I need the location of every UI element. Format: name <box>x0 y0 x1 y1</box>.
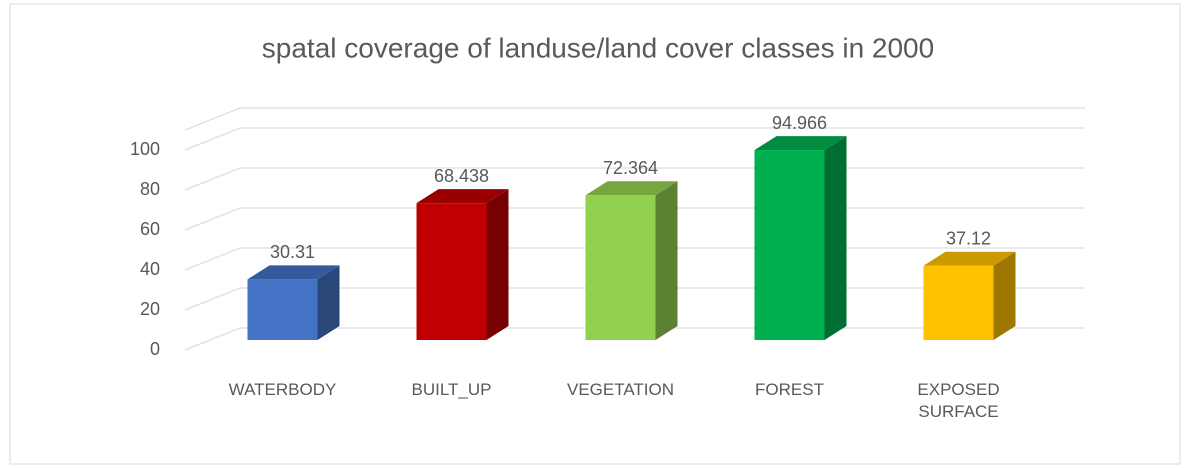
wall-edge <box>184 107 1085 131</box>
x-tick-label: FOREST <box>755 380 824 399</box>
grid-line <box>184 127 1085 151</box>
y-tick-label: 20 <box>140 299 160 319</box>
bar <box>585 195 656 340</box>
value-label: 37.12 <box>946 229 991 249</box>
bar <box>754 150 825 340</box>
grid: 0 20 40 60 80 100 <box>130 107 1085 359</box>
bar-side <box>993 251 1016 340</box>
bar-top <box>247 265 340 280</box>
y-tick-label: 40 <box>140 259 160 279</box>
chart-title: spatal coverage of landuse/land cover cl… <box>262 32 934 63</box>
bar <box>923 265 994 340</box>
y-tick-label: 0 <box>150 339 160 359</box>
value-label: 72.364 <box>603 158 658 178</box>
bars: 30.31 68.438 72.364 94.966 37.12 <box>247 113 1016 340</box>
bar-top <box>585 181 678 196</box>
y-tick-label: 80 <box>140 179 160 199</box>
value-label: 94.966 <box>772 113 827 133</box>
x-tick-label: VEGETATION <box>566 380 675 399</box>
bar-top <box>416 189 509 204</box>
bar-top <box>923 251 1016 266</box>
y-tick-label: 100 <box>130 139 160 159</box>
bar-side <box>317 265 340 340</box>
value-label: 68.438 <box>434 166 489 186</box>
bar <box>416 203 487 340</box>
x-tick-label: EXPOSED SURFACE <box>917 380 1000 421</box>
bar-top <box>754 136 847 151</box>
value-label: 30.31 <box>270 242 315 262</box>
bar-side <box>655 181 678 340</box>
x-tick-label: WATERBODY <box>228 380 337 399</box>
bar-side <box>824 136 847 340</box>
x-tick-label: BUILT_UP <box>411 380 492 399</box>
bar <box>247 279 318 340</box>
bar-side <box>486 189 509 340</box>
y-tick-label: 60 <box>140 219 160 239</box>
